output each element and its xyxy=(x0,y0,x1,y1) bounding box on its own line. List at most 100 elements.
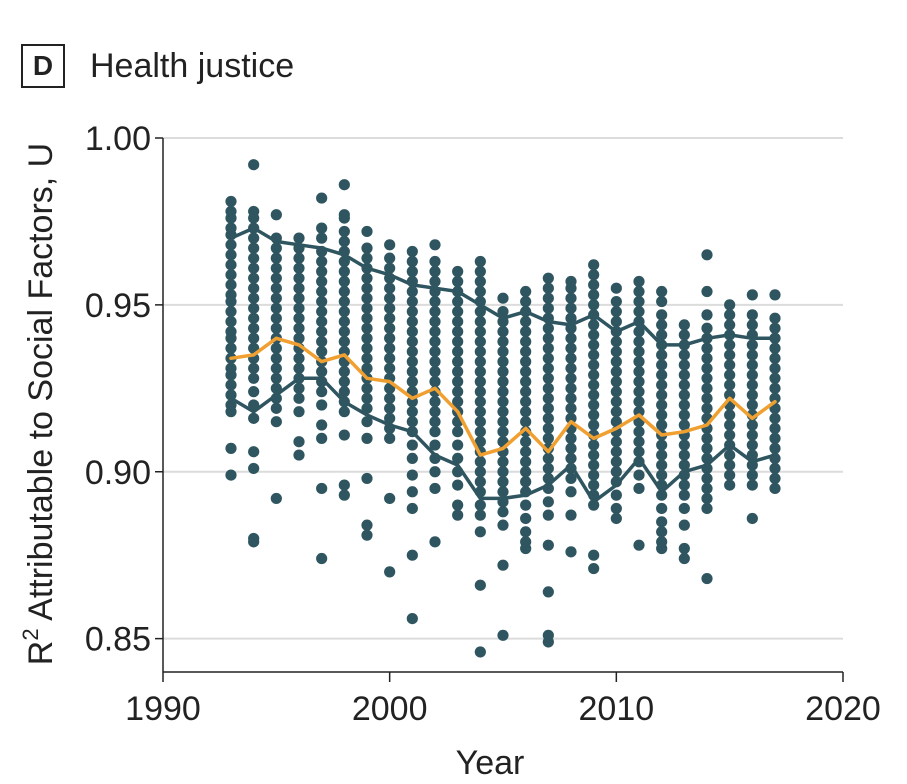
data-point xyxy=(474,255,486,268)
data-point xyxy=(724,339,736,351)
data-point xyxy=(429,325,441,338)
data-point xyxy=(270,372,282,384)
data-point xyxy=(474,509,486,521)
data-point xyxy=(565,342,577,354)
data-point xyxy=(384,302,396,314)
data-point xyxy=(270,262,282,274)
data-point xyxy=(452,396,464,408)
data-point xyxy=(588,469,600,481)
data-point xyxy=(542,422,554,434)
data-point xyxy=(497,486,509,498)
data-point xyxy=(746,369,758,381)
data-point xyxy=(497,426,509,438)
data-point xyxy=(293,449,305,461)
data-point xyxy=(610,356,622,368)
y-axis-title-rest: Attributable to Social Factors, U xyxy=(22,143,60,629)
data-point xyxy=(429,335,441,348)
data-point xyxy=(248,232,260,244)
data-point xyxy=(452,499,464,511)
data-point xyxy=(293,352,305,364)
data-point xyxy=(769,472,781,485)
x-tick-label: 2000 xyxy=(352,690,428,728)
data-point xyxy=(429,315,441,328)
data-point xyxy=(520,376,532,388)
data-point xyxy=(656,359,668,371)
data-point xyxy=(497,456,509,468)
data-point xyxy=(656,309,668,321)
data-point xyxy=(520,325,532,338)
data-point xyxy=(701,309,713,321)
upper-line xyxy=(229,226,777,347)
data-point xyxy=(225,315,237,328)
data-point xyxy=(384,332,396,344)
data-point xyxy=(429,346,441,358)
data-point xyxy=(610,396,622,408)
data-point xyxy=(678,399,690,411)
data-point xyxy=(542,539,554,551)
data-point xyxy=(769,462,781,475)
data-point xyxy=(588,389,600,401)
data-point xyxy=(656,536,668,548)
data-point xyxy=(565,382,577,394)
data-point xyxy=(497,629,509,641)
data-point xyxy=(746,419,758,431)
data-point xyxy=(225,195,237,208)
data-point xyxy=(656,439,668,451)
data-point xyxy=(497,476,509,488)
data-point xyxy=(678,459,690,471)
data-point xyxy=(293,252,305,264)
data-point xyxy=(406,406,418,418)
data-point xyxy=(293,272,305,284)
data-point xyxy=(542,342,554,354)
data-point xyxy=(565,412,577,424)
data-point xyxy=(724,449,736,461)
data-point xyxy=(633,406,645,418)
data-point xyxy=(497,559,509,571)
data-point xyxy=(678,439,690,451)
data-point xyxy=(406,416,418,428)
mean-line xyxy=(229,336,777,457)
data-point xyxy=(225,269,237,281)
data-point xyxy=(338,489,350,501)
data-point xyxy=(270,322,282,334)
data-point xyxy=(656,459,668,471)
data-point xyxy=(588,269,600,281)
x-tick-label: 2020 xyxy=(805,690,881,728)
data-point xyxy=(656,516,668,528)
data-point xyxy=(293,332,305,344)
data-point xyxy=(406,315,418,328)
data-point xyxy=(361,529,373,541)
data-point xyxy=(633,305,645,318)
data-point xyxy=(225,399,237,411)
data-point xyxy=(316,366,328,378)
data-point xyxy=(588,479,600,491)
data-point xyxy=(746,479,758,491)
data-point xyxy=(270,362,282,374)
data-points xyxy=(225,159,781,658)
data-point xyxy=(474,265,486,278)
trend-lines xyxy=(229,226,777,504)
data-point xyxy=(588,459,600,471)
data-point xyxy=(746,469,758,481)
data-point xyxy=(316,285,328,298)
data-point xyxy=(769,432,781,444)
data-point xyxy=(588,329,600,341)
data-point xyxy=(316,386,328,398)
data-point xyxy=(384,262,396,274)
data-point xyxy=(474,275,486,288)
data-point xyxy=(520,456,532,468)
data-point xyxy=(248,282,260,294)
data-point xyxy=(361,242,373,254)
data-point xyxy=(225,279,237,291)
data-point xyxy=(248,446,260,458)
data-point xyxy=(565,312,577,324)
data-point xyxy=(293,262,305,274)
data-point xyxy=(338,255,350,268)
data-point xyxy=(497,346,509,358)
data-point xyxy=(497,335,509,348)
data-point xyxy=(270,272,282,284)
data-point xyxy=(338,479,350,491)
data-point xyxy=(384,252,396,264)
data-point xyxy=(248,302,260,314)
data-point xyxy=(520,536,532,548)
